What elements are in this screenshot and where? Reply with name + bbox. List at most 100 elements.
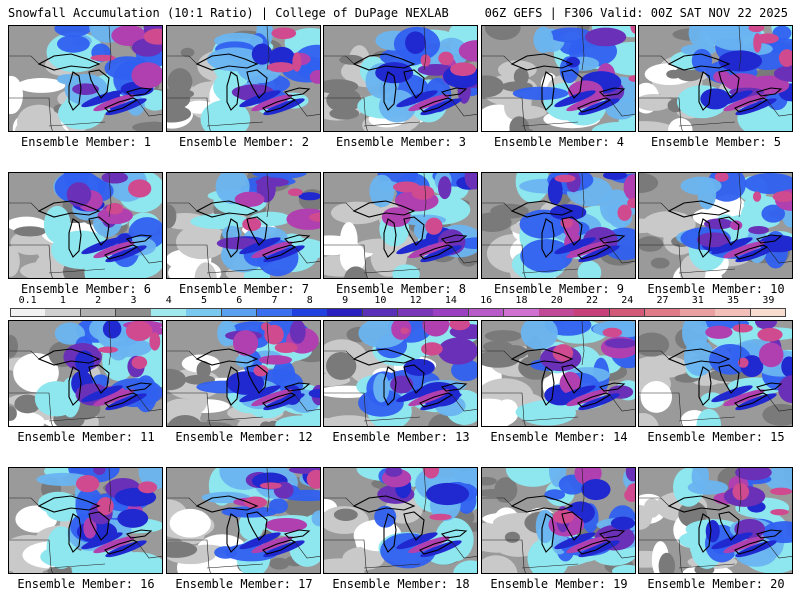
- lake-outline: [718, 216, 740, 246]
- border-line: [581, 173, 585, 218]
- color-scale-label: 9: [342, 295, 349, 306]
- snowfall-field: [167, 321, 320, 426]
- lake-outline: [561, 69, 583, 99]
- ensemble-member-label: Ensemble Member: 8: [335, 282, 467, 296]
- color-scale-cell: [10, 308, 46, 317]
- border-line: [738, 26, 742, 71]
- ensemble-member-label: Ensemble Member: 11: [17, 430, 155, 444]
- border-line: [294, 394, 320, 412]
- border-line: [167, 392, 211, 426]
- lake-outline: [125, 87, 153, 97]
- color-scale-label: 8: [306, 295, 313, 306]
- lake-outline: [195, 53, 259, 71]
- lake-outline: [541, 366, 555, 406]
- border-line: [609, 394, 635, 412]
- lake-outline: [104, 97, 139, 113]
- border-line: [423, 321, 427, 366]
- color-scale-label: 14: [444, 295, 457, 306]
- lake-outline: [383, 513, 397, 553]
- lake-outline: [246, 511, 268, 541]
- ensemble-member-map: [323, 467, 478, 574]
- lake-outline: [667, 495, 731, 513]
- border-line: [324, 244, 368, 278]
- color-scale-label: 1: [59, 295, 66, 306]
- lake-outline: [577, 97, 612, 113]
- snowfall-field: [482, 321, 635, 426]
- ensemble-member-label: Ensemble Member: 3: [335, 135, 467, 149]
- ensemble-member-map: [323, 25, 478, 132]
- ensemble-member-label: Ensemble Member: 6: [20, 282, 152, 296]
- lake-outline: [577, 244, 612, 260]
- border-line: [9, 97, 53, 131]
- snowfall-field: [324, 321, 477, 426]
- ensemble-member-label: Ensemble Member: 12: [175, 430, 313, 444]
- border-line: [482, 55, 513, 65]
- ensemble-member-label: Ensemble Member: 15: [647, 430, 785, 444]
- border-line: [738, 468, 742, 513]
- lake-outline: [37, 53, 101, 71]
- ensemble-member-map: [166, 25, 321, 132]
- border-line: [451, 246, 477, 264]
- border-line: [678, 268, 736, 274]
- border-line: [423, 26, 427, 71]
- border-line: [482, 392, 526, 426]
- border-line: [108, 26, 112, 71]
- ensemble-member-map: [323, 320, 478, 427]
- lake-outline: [262, 244, 297, 260]
- lake-outline: [195, 495, 259, 513]
- border-line: [294, 541, 320, 559]
- ensemble-member-label: Ensemble Member: 13: [332, 430, 470, 444]
- lake-outline: [68, 513, 82, 553]
- snowfall-field: [9, 321, 162, 426]
- snowfall-field: [9, 26, 162, 131]
- snowfall-field: [482, 173, 635, 278]
- lake-outline: [37, 495, 101, 513]
- border-line: [206, 416, 264, 422]
- border-line: [167, 497, 198, 507]
- snowfall-field: [482, 468, 635, 573]
- lake-outline: [541, 218, 555, 258]
- color-scale-label: 7: [271, 295, 278, 306]
- lake-outline: [755, 87, 783, 97]
- ensemble-member-map: [638, 25, 793, 132]
- border-line: [482, 539, 526, 573]
- border-line: [206, 563, 264, 569]
- color-scale-label: 24: [621, 295, 634, 306]
- ensemble-member-map: [638, 467, 793, 574]
- border-line: [136, 246, 162, 264]
- lake-outline: [541, 513, 555, 553]
- border-line: [451, 394, 477, 412]
- color-scale-label: 2: [95, 295, 102, 306]
- lake-outline: [577, 539, 612, 555]
- border-line: [609, 99, 635, 117]
- lake-outline: [352, 200, 416, 218]
- color-scale-cell: [503, 308, 540, 317]
- color-scale-label: 20: [550, 295, 563, 306]
- color-scale-label: 5: [200, 295, 208, 306]
- border-line: [482, 97, 526, 131]
- snowfall-field: [9, 173, 162, 278]
- lake-outline: [226, 366, 240, 406]
- color-scale-cell: [715, 308, 752, 317]
- snowfall-field: [639, 468, 792, 573]
- ensemble-member-map: [481, 467, 636, 574]
- lake-outline: [734, 392, 769, 408]
- ensemble-member-map: [481, 25, 636, 132]
- ensemble-member-map: [166, 320, 321, 427]
- lake-outline: [598, 529, 626, 539]
- lake-outline: [510, 200, 574, 218]
- border-line: [639, 202, 670, 212]
- border-line: [521, 121, 579, 127]
- color-scale-cell: [609, 308, 646, 317]
- border-line: [167, 350, 198, 360]
- color-scale-label: 27: [656, 295, 669, 306]
- border-line: [266, 26, 270, 71]
- border-line: [324, 539, 368, 573]
- border-line: [167, 244, 211, 278]
- lake-outline: [383, 366, 397, 406]
- snowfall-field: [639, 26, 792, 131]
- color-scale-label: 18: [515, 295, 528, 306]
- lake-outline: [246, 216, 268, 246]
- lake-outline: [667, 200, 731, 218]
- ensemble-member-map: [8, 320, 163, 427]
